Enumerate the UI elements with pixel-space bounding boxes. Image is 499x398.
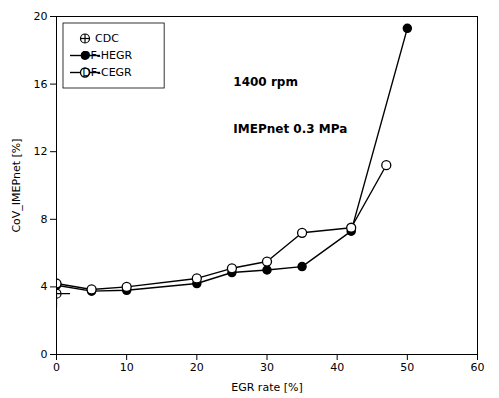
- svg-text:50: 50: [400, 361, 414, 374]
- svg-text:1400 rpm: 1400 rpm: [233, 75, 298, 89]
- svg-text:CDC: CDC: [95, 32, 119, 45]
- svg-text:20: 20: [190, 361, 204, 374]
- svg-text:12: 12: [34, 145, 48, 158]
- svg-text:DF-CEGR: DF-CEGR: [82, 66, 132, 79]
- svg-text:0: 0: [41, 348, 48, 361]
- svg-text:4: 4: [41, 280, 48, 293]
- svg-text:8: 8: [41, 213, 48, 226]
- svg-text:DF-HEGR: DF-HEGR: [82, 49, 133, 62]
- svg-text:20: 20: [34, 10, 48, 23]
- svg-text:10: 10: [120, 361, 134, 374]
- svg-text:IMEPnet 0.3 MPa: IMEPnet 0.3 MPa: [233, 122, 347, 136]
- svg-text:EGR rate [%]: EGR rate [%]: [231, 381, 303, 394]
- svg-text:CoV_IMEPnet [%]: CoV_IMEPnet [%]: [10, 138, 23, 232]
- svg-text:60: 60: [471, 361, 485, 374]
- svg-text:16: 16: [34, 78, 48, 91]
- svg-text:0: 0: [53, 361, 60, 374]
- svg-text:40: 40: [330, 361, 344, 374]
- svg-text:30: 30: [260, 361, 274, 374]
